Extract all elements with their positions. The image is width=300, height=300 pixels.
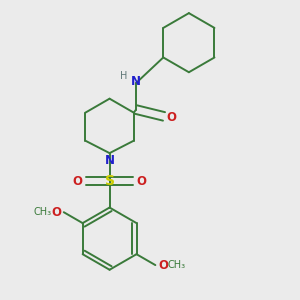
Text: CH₃: CH₃: [34, 207, 52, 217]
Text: H: H: [121, 71, 128, 81]
Text: O: O: [51, 206, 61, 219]
Text: CH₃: CH₃: [167, 260, 186, 270]
Text: O: O: [73, 175, 82, 188]
Text: O: O: [136, 175, 147, 188]
Text: N: N: [131, 75, 141, 88]
Text: O: O: [158, 259, 168, 272]
Text: N: N: [105, 154, 115, 167]
Text: S: S: [105, 174, 115, 188]
Text: O: O: [167, 110, 177, 124]
